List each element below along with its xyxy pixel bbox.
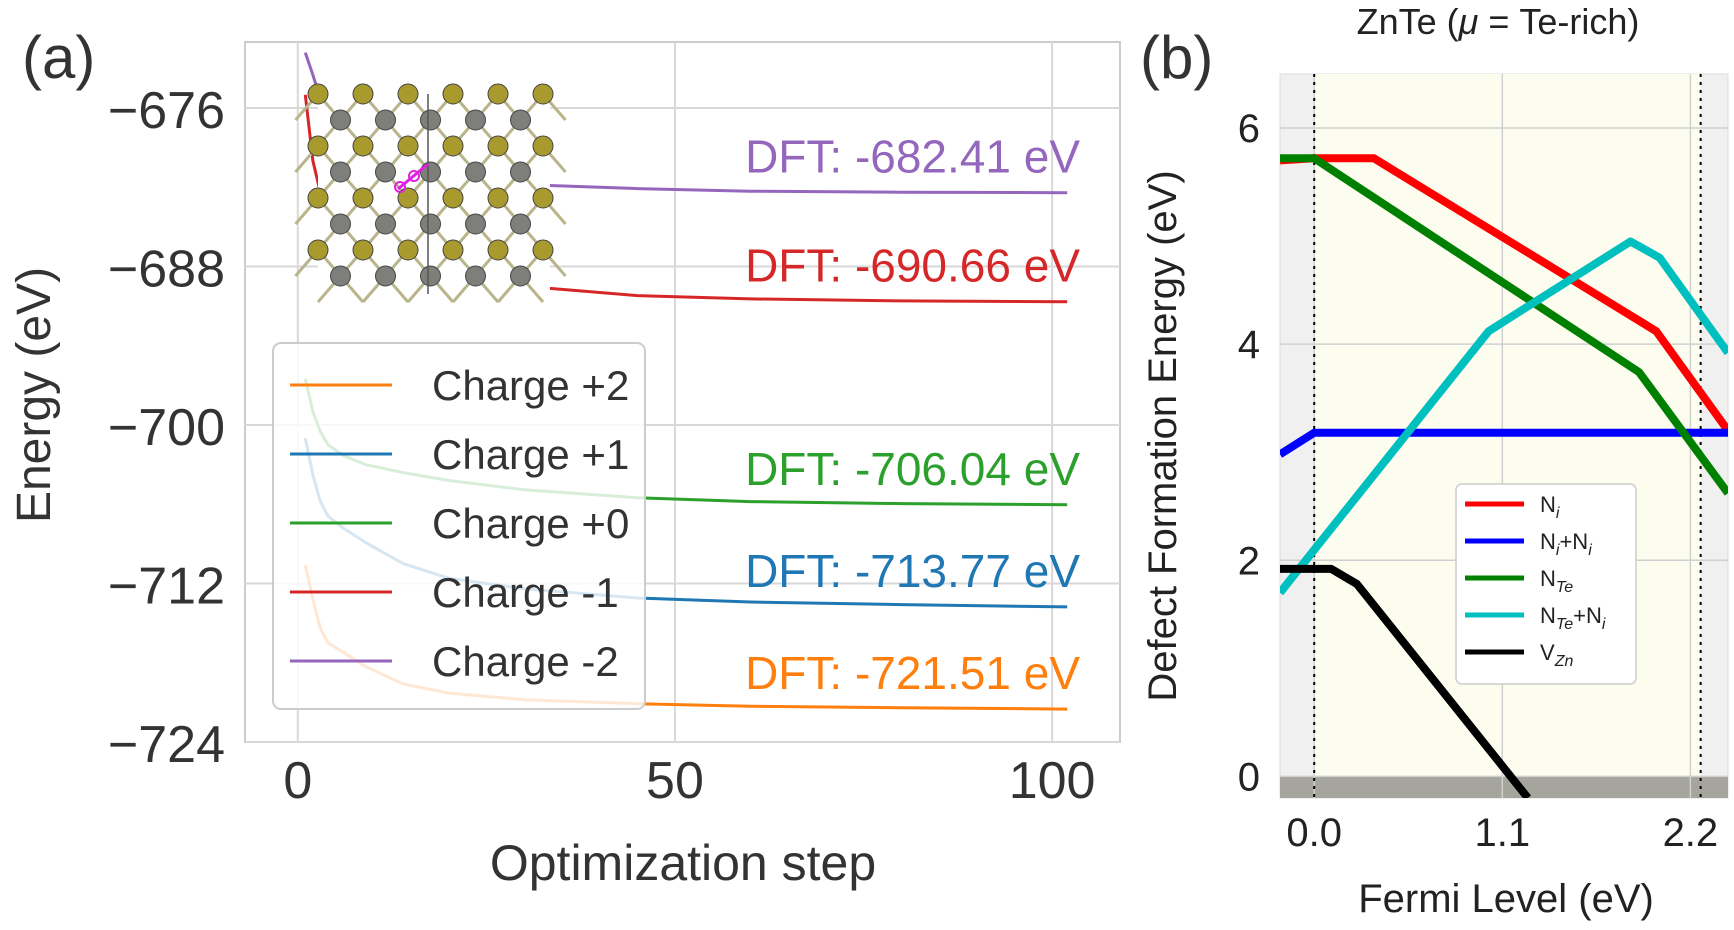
y-axis-label-a: Energy (eV) xyxy=(8,267,61,523)
y-tick-label: 4 xyxy=(1238,323,1260,367)
y-axis-label-b: Defect Formation Energy (eV) xyxy=(1141,170,1185,701)
dft-final-labels: DFT: -721.51 eV DFT: -713.77 eV DFT: -706.… xyxy=(745,131,1080,699)
crystal-structure-inset xyxy=(294,83,567,303)
panel-a: (a) −676 −688 −700 −712 −724 0 50 100 DFT: -72… xyxy=(8,24,1121,891)
y-tick-labels-b: 0 2 4 6 xyxy=(1238,107,1260,799)
legend-a: Charge +2 Charge +1 Charge +0 Charge -1 Char… xyxy=(272,342,646,710)
defect-line-nte-ni xyxy=(1280,237,1728,596)
legend-entry-label: Charge +2 xyxy=(432,362,629,409)
legend-b-box xyxy=(1455,483,1637,685)
chart-title-b: ZnTe (μ = Te-rich) xyxy=(1357,1,1640,42)
x-axis-label-b: Fermi Level (eV) xyxy=(1358,877,1654,921)
y-tick-label: −724 xyxy=(108,716,225,774)
legend-a-box xyxy=(272,342,646,710)
y-tick-label: 2 xyxy=(1238,539,1260,583)
x-tick-label: 1.1 xyxy=(1474,811,1530,855)
x-tick-labels-b: 0.0 1.1 2.2 xyxy=(1286,811,1718,855)
legend-entry-label: Charge +0 xyxy=(432,500,629,547)
y-tick-label: −676 xyxy=(108,82,225,140)
defect-line-vzn xyxy=(1280,564,1532,798)
x-tick-labels-a: 0 50 100 xyxy=(283,752,1095,810)
dft-final-label: DFT: -706.04 eV xyxy=(745,443,1080,495)
panel-a-label: (a) xyxy=(22,24,95,91)
dft-final-label: DFT: -682.41 eV xyxy=(745,131,1080,183)
legend-entry-label: Charge +1 xyxy=(432,431,629,478)
dft-final-label: DFT: -721.51 eV xyxy=(745,647,1080,699)
legend-entry-label: NTe xyxy=(1540,566,1573,596)
legend-entry-label: Ni xyxy=(1540,492,1560,522)
x-tick-label: 50 xyxy=(646,752,704,810)
dft-final-label: DFT: -713.77 eV xyxy=(745,545,1080,597)
x-tick-label: 2.2 xyxy=(1663,811,1719,855)
x-axis-label-a: Optimization step xyxy=(490,835,876,891)
legend-entry-label: NTe+Ni xyxy=(1540,603,1606,633)
y-tick-label: −712 xyxy=(108,558,225,616)
defect-line-ni-ni xyxy=(1280,428,1728,458)
legend-entry-label: Charge -2 xyxy=(432,638,619,685)
legend-b: Ni Ni+Ni NTe NTe+Ni VZn xyxy=(1455,483,1637,685)
series-lines-b xyxy=(1280,154,1728,798)
x-tick-label: 0.0 xyxy=(1286,811,1342,855)
y-tick-label: −688 xyxy=(108,241,225,299)
x-tick-label: 0 xyxy=(283,752,312,810)
y-tick-label: 6 xyxy=(1238,107,1260,151)
y-tick-labels-a: −676 −688 −700 −712 −724 xyxy=(108,82,225,774)
panel-b: (b) ZnTe (μ = Te-rich) 0 2 4 6 0.0 1.1 2.2 Ni… xyxy=(1140,1,1729,921)
legend-entry-label: Ni+Ni xyxy=(1540,529,1592,559)
y-tick-label: 0 xyxy=(1238,755,1260,799)
negative-energy-band xyxy=(1280,776,1728,798)
legend-entry-label: VZn xyxy=(1540,640,1573,670)
panel-b-label: (b) xyxy=(1140,24,1213,91)
crystal-atoms xyxy=(294,83,567,303)
legend-entry-label: Charge -1 xyxy=(432,569,619,616)
y-tick-label: −700 xyxy=(108,399,225,457)
defect-line-nte xyxy=(1280,154,1728,496)
dft-final-label: DFT: -690.66 eV xyxy=(745,240,1080,292)
x-tick-label: 100 xyxy=(1009,752,1096,810)
